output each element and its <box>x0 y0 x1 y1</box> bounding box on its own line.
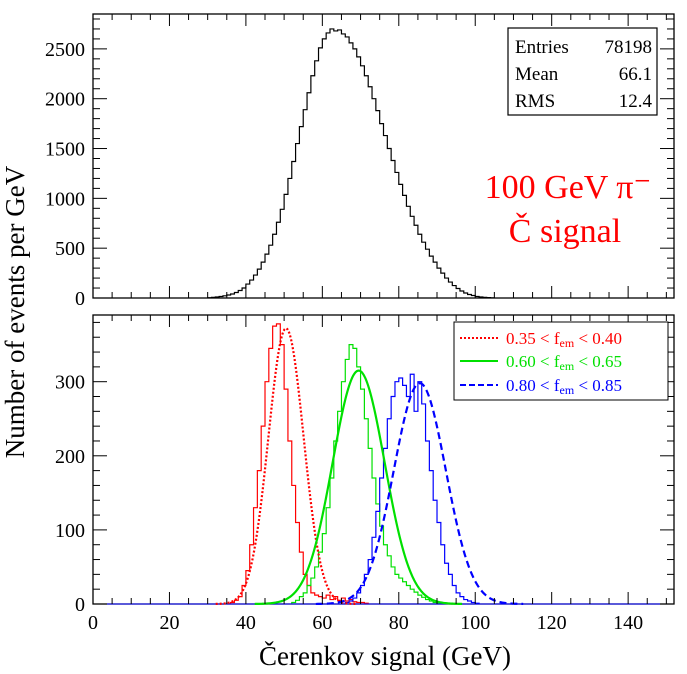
bottom-y-tick-label: 200 <box>55 446 85 468</box>
bottom-x-tick-label: 0 <box>88 612 98 634</box>
bottom-x-tick-label: 20 <box>159 612 179 634</box>
top-y-tick-label: 0 <box>75 288 85 310</box>
bottom-x-tick-label: 120 <box>537 612 567 634</box>
bottom-panel-series <box>93 323 674 606</box>
top-series-histogram <box>207 28 495 299</box>
series-blue-fit-curve <box>315 382 524 606</box>
series-red-fit-curve <box>215 327 357 606</box>
y-axis-label: Number of events per GeV <box>0 165 30 458</box>
top-y-tick-label: 500 <box>55 238 85 260</box>
stats-box-frame <box>507 27 658 116</box>
stats-entries-value: 78198 <box>605 37 653 58</box>
series-green-histogram <box>291 344 442 604</box>
legend-entry-red: 0.35 < fem < 0.40 <box>506 329 622 350</box>
stats-box: Entries 78198 Mean 66.1 RMS 12.4 <box>507 27 658 116</box>
annotation-signal: Č signal <box>509 212 621 250</box>
stats-mean-value: 66.1 <box>619 64 652 85</box>
series-blue-histogram <box>344 373 480 604</box>
series-red-histogram <box>230 323 369 604</box>
top-y-tick-label: 1500 <box>45 139 85 161</box>
bottom-x-tick-label: 60 <box>312 612 332 634</box>
bottom-y-tick-label: 100 <box>55 520 85 542</box>
stats-rms-label: RMS <box>515 91 555 112</box>
stats-entries-label: Entries <box>515 37 569 58</box>
top-y-tick-label: 2500 <box>45 39 85 61</box>
legend: 0.35 < fem < 0.40 0.60 < fem < 0.65 0.80… <box>453 321 669 401</box>
stats-mean-label: Mean <box>515 64 559 85</box>
top-y-tick-label: 1000 <box>45 188 85 210</box>
bottom-y-tick-label: 0 <box>75 594 85 616</box>
top-panel-series <box>93 28 674 299</box>
bottom-x-tick-label: 80 <box>389 612 409 634</box>
series-green-fit-curve <box>254 369 463 606</box>
bottom-x-tick-label: 140 <box>613 612 643 634</box>
top-panel-axes: 0 500 1000 1500 2000 2500 <box>45 14 674 310</box>
bottom-x-tick-label: 100 <box>460 612 490 634</box>
top-y-tick-label: 2000 <box>45 89 85 111</box>
bottom-x-tick-label: 40 <box>236 612 256 634</box>
bottom-panel-axes: 0 20 40 60 80 100 120 140 0 100 200 300 <box>55 315 674 634</box>
bottom-y-tick-label: 300 <box>55 372 85 394</box>
legend-entry-blue: 0.80 < fem < 0.85 <box>506 376 622 397</box>
x-axis-label: Čerenkov signal (GeV) <box>259 641 511 671</box>
stats-rms-value: 12.4 <box>619 91 653 112</box>
annotation-energy: 100 GeV π⁻ <box>485 169 652 206</box>
legend-entry-green: 0.60 < fem < 0.65 <box>506 352 622 373</box>
